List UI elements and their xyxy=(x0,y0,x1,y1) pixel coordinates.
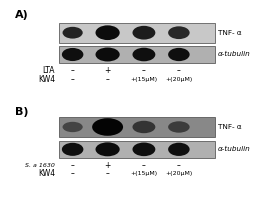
Ellipse shape xyxy=(95,25,120,40)
Text: B): B) xyxy=(15,107,28,117)
Ellipse shape xyxy=(133,121,155,133)
Text: +(20μM): +(20μM) xyxy=(165,172,193,176)
Text: –: – xyxy=(142,161,146,170)
Ellipse shape xyxy=(168,121,190,133)
Text: +: + xyxy=(104,161,111,170)
Ellipse shape xyxy=(63,27,83,39)
Ellipse shape xyxy=(133,26,155,39)
Text: TNF- α: TNF- α xyxy=(218,124,242,130)
Text: –: – xyxy=(71,169,75,179)
Ellipse shape xyxy=(63,122,83,132)
Ellipse shape xyxy=(95,142,120,156)
Bar xyxy=(59,23,215,43)
Text: +: + xyxy=(104,66,111,75)
Text: –: – xyxy=(177,161,181,170)
Text: +(20μM): +(20μM) xyxy=(165,77,193,82)
Ellipse shape xyxy=(95,48,120,61)
Ellipse shape xyxy=(168,143,190,156)
Text: –: – xyxy=(142,66,146,75)
Ellipse shape xyxy=(62,48,83,61)
Ellipse shape xyxy=(92,118,123,136)
Text: A): A) xyxy=(15,10,29,20)
Ellipse shape xyxy=(133,143,155,156)
Text: KW4: KW4 xyxy=(38,75,55,84)
Ellipse shape xyxy=(168,26,190,39)
Text: –: – xyxy=(177,66,181,75)
Ellipse shape xyxy=(133,48,155,61)
Bar xyxy=(59,117,215,137)
Text: TNF- α: TNF- α xyxy=(218,30,242,36)
Text: +(15μM): +(15μM) xyxy=(130,172,157,176)
Text: S. a 1630: S. a 1630 xyxy=(25,163,55,168)
Text: α-tubulin: α-tubulin xyxy=(218,146,251,152)
Text: KW4: KW4 xyxy=(38,169,55,179)
Text: –: – xyxy=(71,66,75,75)
Text: LTA: LTA xyxy=(43,66,55,75)
Text: +(15μM): +(15μM) xyxy=(130,77,157,82)
Text: –: – xyxy=(71,161,75,170)
Text: –: – xyxy=(106,169,109,179)
Text: –: – xyxy=(71,75,75,84)
Bar xyxy=(59,46,215,63)
Text: α-tubulin: α-tubulin xyxy=(218,51,251,58)
Text: –: – xyxy=(106,75,109,84)
Bar xyxy=(59,141,215,158)
Ellipse shape xyxy=(62,143,83,156)
Ellipse shape xyxy=(168,48,190,61)
